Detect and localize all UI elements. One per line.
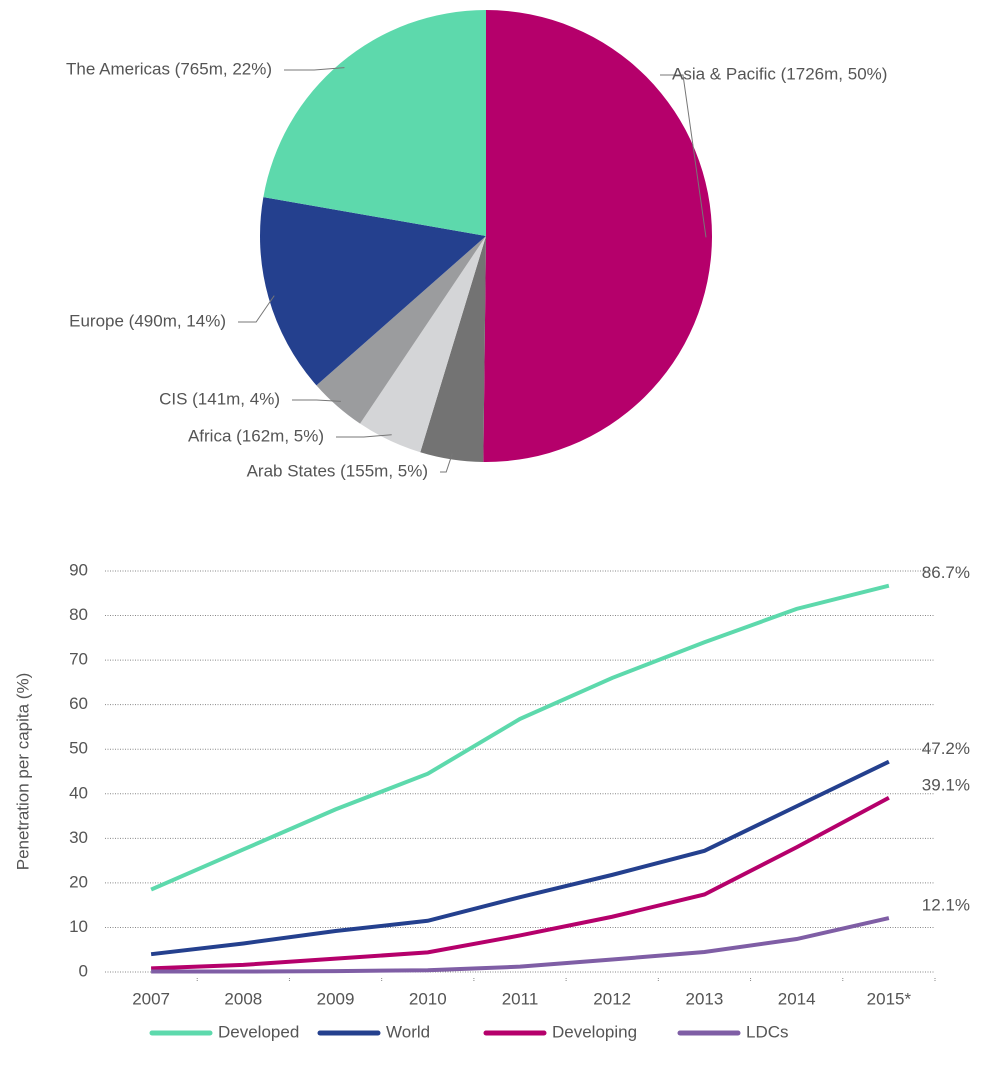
series-line [151, 916, 890, 974]
end-label: 12.1% [922, 896, 970, 915]
pie-slice [360, 236, 486, 453]
end-label: 47.2% [922, 739, 970, 758]
y-tick-label: 30 [69, 828, 88, 847]
y-tick-label: 40 [69, 783, 88, 802]
pie-slice [420, 236, 486, 462]
x-tick-label: 2014 [778, 989, 816, 1008]
y-tick-label: 10 [69, 917, 88, 936]
leader-line [284, 67, 345, 71]
y-axis-label: Penetration per capita (%) [13, 673, 32, 871]
x-tick-label: 2011 [502, 989, 539, 1008]
end-label: 39.1% [922, 775, 970, 794]
y-tick-label: 20 [69, 872, 88, 891]
y-tick-label: 70 [69, 650, 88, 669]
x-tick-label: 2010 [409, 989, 447, 1008]
legend-label: Developing [552, 1022, 637, 1041]
y-tick-label: 0 [79, 961, 88, 980]
pie-slice [263, 10, 486, 236]
y-tick-label: 60 [69, 694, 88, 713]
slice-label: Europe (490m, 14%) [69, 311, 226, 330]
x-tick-label: 2015* [867, 989, 912, 1008]
slice-label: The Americas (765m, 22%) [66, 59, 272, 78]
leader-line [292, 399, 341, 402]
slice-label: CIS (141m, 4%) [159, 389, 280, 408]
x-tick-label: 2009 [317, 989, 355, 1008]
x-tick-label: 2007 [132, 989, 170, 1008]
x-tick-label: 2013 [686, 989, 724, 1008]
pie-slice [483, 10, 712, 462]
series-line [150, 583, 890, 892]
leader-line [440, 453, 453, 473]
legend-label: Developed [218, 1022, 299, 1041]
end-label: 86.7% [922, 563, 970, 582]
legend-label: LDCs [746, 1022, 789, 1041]
slice-label: Arab States (155m, 5%) [247, 461, 428, 480]
pie-slice [316, 236, 486, 424]
pie-slice [259, 197, 486, 386]
leader-line [336, 434, 392, 438]
slice-label: Africa (162m, 5%) [188, 426, 324, 445]
y-tick-label: 90 [69, 560, 88, 579]
x-tick-label: 2008 [224, 989, 262, 1008]
leader-line [238, 295, 275, 323]
leader-line [660, 74, 707, 238]
x-tick-label: 2012 [593, 989, 631, 1008]
y-tick-label: 50 [69, 739, 88, 758]
series-line [150, 759, 890, 957]
slice-label: Asia & Pacific (1726m, 50%) [672, 64, 887, 83]
y-tick-label: 80 [69, 605, 88, 624]
legend-label: World [386, 1022, 430, 1041]
series-line [151, 796, 890, 971]
